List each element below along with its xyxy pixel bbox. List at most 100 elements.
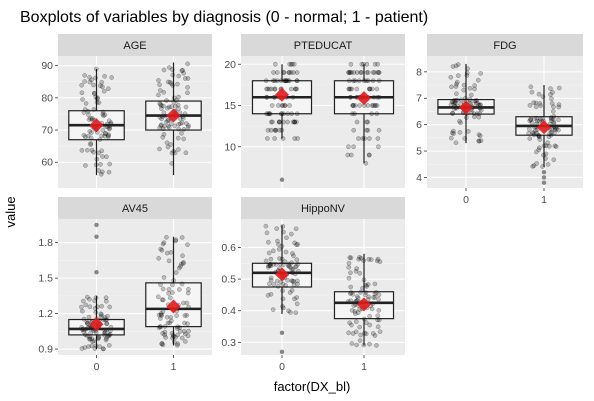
data-point bbox=[182, 320, 187, 326]
data-point bbox=[280, 262, 286, 268]
data-point bbox=[169, 150, 175, 156]
data-point bbox=[169, 330, 175, 336]
data-point bbox=[366, 152, 372, 158]
data-point bbox=[90, 116, 95, 121]
data-point bbox=[359, 70, 364, 75]
data-point bbox=[372, 281, 378, 287]
data-point bbox=[294, 295, 300, 300]
data-point bbox=[348, 270, 353, 276]
data-point bbox=[82, 332, 88, 338]
data-point bbox=[346, 70, 352, 75]
data-point bbox=[474, 98, 480, 103]
data-point bbox=[357, 270, 363, 276]
data-point bbox=[164, 250, 170, 256]
data-point bbox=[364, 127, 370, 133]
data-point bbox=[82, 107, 88, 112]
data-point bbox=[167, 320, 173, 326]
data-point bbox=[528, 84, 534, 90]
data-point bbox=[294, 78, 300, 84]
data-point bbox=[265, 111, 271, 117]
data-point bbox=[293, 263, 299, 269]
data-point bbox=[347, 70, 353, 75]
box-group-1 bbox=[333, 253, 395, 348]
data-point bbox=[87, 336, 93, 342]
data-point bbox=[545, 140, 551, 146]
data-point bbox=[366, 152, 372, 158]
data-point bbox=[171, 99, 177, 105]
data-point bbox=[292, 296, 297, 302]
data-point bbox=[99, 133, 104, 139]
data-point bbox=[102, 73, 107, 79]
data-point bbox=[280, 103, 286, 108]
data-point bbox=[275, 238, 280, 244]
data-point bbox=[530, 163, 536, 169]
data-point bbox=[89, 343, 95, 349]
data-point bbox=[287, 103, 292, 108]
data-point bbox=[87, 304, 93, 310]
data-point bbox=[79, 82, 85, 88]
data-point bbox=[289, 111, 295, 117]
data-point bbox=[102, 332, 108, 338]
data-point bbox=[288, 70, 294, 75]
data-point bbox=[176, 265, 182, 271]
data-point bbox=[363, 290, 369, 295]
data-point bbox=[535, 127, 540, 133]
data-point bbox=[475, 111, 480, 116]
data-point bbox=[450, 99, 456, 105]
data-point bbox=[182, 76, 188, 81]
box-group-0 bbox=[251, 61, 313, 182]
data-point bbox=[166, 65, 172, 70]
data-point bbox=[87, 79, 93, 85]
data-point bbox=[282, 103, 288, 108]
outlier-point bbox=[541, 169, 547, 175]
data-point bbox=[181, 126, 187, 132]
data-point bbox=[84, 147, 90, 153]
data-point bbox=[103, 337, 109, 343]
data-point bbox=[361, 342, 367, 348]
data-point bbox=[292, 119, 298, 125]
data-point bbox=[372, 103, 378, 108]
data-point bbox=[263, 78, 269, 84]
data-point bbox=[377, 259, 383, 265]
data-point bbox=[350, 331, 356, 336]
data-point bbox=[96, 168, 101, 173]
data-point bbox=[169, 67, 175, 72]
facet-strip bbox=[58, 197, 212, 219]
data-point bbox=[97, 83, 103, 89]
data-point bbox=[97, 137, 103, 142]
data-point bbox=[99, 79, 105, 85]
panel-background bbox=[241, 56, 405, 188]
data-point bbox=[84, 320, 90, 326]
data-point bbox=[183, 104, 189, 110]
data-point bbox=[158, 282, 163, 288]
data-point bbox=[280, 136, 286, 141]
data-point bbox=[87, 334, 92, 340]
data-point bbox=[278, 261, 283, 267]
data-point bbox=[354, 86, 360, 92]
data-point bbox=[374, 111, 380, 117]
data-point bbox=[82, 73, 87, 78]
data-point bbox=[93, 66, 99, 72]
data-point bbox=[553, 144, 559, 149]
data-point bbox=[293, 310, 299, 316]
data-point bbox=[168, 121, 174, 126]
data-point bbox=[294, 86, 300, 92]
data-point bbox=[272, 136, 277, 141]
data-point bbox=[471, 111, 477, 116]
data-point bbox=[291, 282, 297, 288]
data-point bbox=[365, 127, 371, 133]
data-point bbox=[93, 94, 99, 100]
y-tick-label: 1.5 bbox=[38, 273, 53, 285]
data-point bbox=[277, 127, 283, 133]
data-point bbox=[268, 261, 273, 267]
y-tick-label: 70 bbox=[41, 125, 53, 137]
data-point bbox=[173, 270, 179, 275]
data-point bbox=[536, 134, 542, 139]
data-point bbox=[156, 312, 162, 318]
data-point bbox=[287, 61, 292, 67]
data-point bbox=[363, 78, 369, 84]
data-point bbox=[182, 313, 188, 319]
data-point bbox=[96, 335, 101, 341]
data-point bbox=[540, 94, 546, 100]
y-tick-label: 0.5 bbox=[221, 274, 236, 286]
